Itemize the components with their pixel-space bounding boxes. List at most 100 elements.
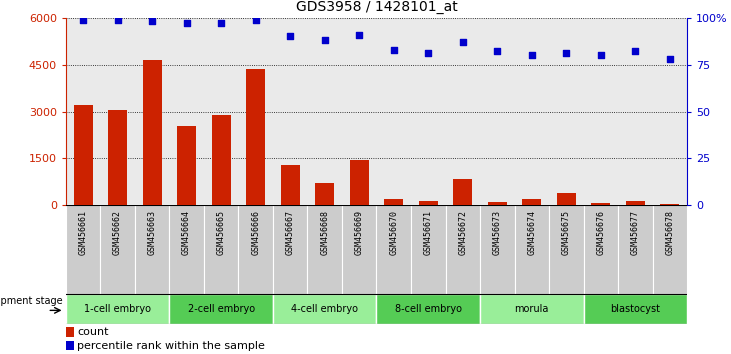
Bar bbox=[445, 18, 480, 205]
Bar bbox=[170, 18, 204, 205]
Bar bbox=[170, 205, 204, 294]
Point bbox=[319, 38, 330, 43]
Text: GSM456669: GSM456669 bbox=[355, 210, 364, 255]
Text: 4-cell embryo: 4-cell embryo bbox=[291, 304, 358, 314]
Bar bbox=[583, 294, 687, 324]
Bar bbox=[238, 205, 273, 294]
Text: development stage: development stage bbox=[0, 296, 62, 306]
Text: GSM456666: GSM456666 bbox=[251, 210, 260, 255]
Bar bbox=[411, 205, 445, 294]
Point bbox=[250, 17, 262, 22]
Text: GSM456671: GSM456671 bbox=[424, 210, 433, 255]
Title: GDS3958 / 1428101_at: GDS3958 / 1428101_at bbox=[295, 0, 458, 14]
Bar bbox=[66, 18, 100, 205]
Bar bbox=[308, 205, 342, 294]
Point bbox=[526, 52, 538, 58]
Point bbox=[457, 39, 469, 45]
Text: GSM456662: GSM456662 bbox=[113, 210, 122, 255]
Bar bbox=[549, 18, 583, 205]
Bar bbox=[204, 205, 238, 294]
Text: GSM456667: GSM456667 bbox=[286, 210, 295, 255]
Bar bbox=[100, 205, 135, 294]
Bar bbox=[342, 18, 376, 205]
Bar bbox=[281, 165, 300, 205]
Bar bbox=[170, 294, 273, 324]
Point bbox=[423, 51, 434, 56]
Bar bbox=[342, 205, 376, 294]
Text: 8-cell embryo: 8-cell embryo bbox=[395, 304, 462, 314]
Bar bbox=[480, 294, 583, 324]
Bar bbox=[376, 294, 480, 324]
Bar bbox=[488, 201, 507, 205]
Bar bbox=[557, 193, 576, 205]
Bar bbox=[135, 18, 170, 205]
Point bbox=[491, 48, 503, 54]
Bar bbox=[246, 69, 265, 205]
Bar bbox=[238, 18, 273, 205]
Point bbox=[284, 34, 296, 39]
Bar bbox=[618, 18, 653, 205]
Point bbox=[353, 32, 365, 38]
Text: 1-cell embryo: 1-cell embryo bbox=[84, 304, 151, 314]
Bar bbox=[515, 18, 549, 205]
Text: 2-cell embryo: 2-cell embryo bbox=[188, 304, 254, 314]
Text: GSM456676: GSM456676 bbox=[596, 210, 605, 255]
Point bbox=[629, 48, 641, 54]
Bar bbox=[273, 205, 308, 294]
Bar bbox=[66, 327, 74, 337]
Bar bbox=[135, 205, 170, 294]
Bar bbox=[376, 18, 411, 205]
Bar bbox=[204, 18, 238, 205]
Text: percentile rank within the sample: percentile rank within the sample bbox=[77, 341, 265, 350]
Bar bbox=[349, 160, 368, 205]
Bar bbox=[653, 18, 687, 205]
Bar bbox=[308, 18, 342, 205]
Bar bbox=[212, 115, 230, 205]
Bar bbox=[419, 201, 438, 205]
Bar bbox=[480, 205, 515, 294]
Text: GSM456663: GSM456663 bbox=[148, 210, 156, 255]
Bar bbox=[315, 183, 334, 205]
Point bbox=[112, 17, 124, 22]
Point bbox=[664, 56, 675, 62]
Bar bbox=[143, 60, 162, 205]
Bar bbox=[177, 126, 196, 205]
Point bbox=[146, 19, 158, 24]
Point bbox=[388, 47, 400, 52]
Text: GSM456675: GSM456675 bbox=[562, 210, 571, 255]
Text: GSM456673: GSM456673 bbox=[493, 210, 501, 255]
Bar bbox=[453, 179, 472, 205]
Text: GSM456672: GSM456672 bbox=[458, 210, 467, 255]
Bar bbox=[523, 199, 541, 205]
Text: GSM456665: GSM456665 bbox=[216, 210, 226, 255]
Bar bbox=[618, 205, 653, 294]
Text: blastocyst: blastocyst bbox=[610, 304, 660, 314]
Text: GSM456674: GSM456674 bbox=[527, 210, 537, 255]
Text: GSM456677: GSM456677 bbox=[631, 210, 640, 255]
Bar bbox=[66, 294, 170, 324]
Bar bbox=[100, 18, 135, 205]
Point bbox=[77, 17, 89, 22]
Bar bbox=[273, 18, 308, 205]
Bar bbox=[445, 205, 480, 294]
Bar bbox=[108, 110, 127, 205]
Bar bbox=[549, 205, 583, 294]
Bar bbox=[376, 205, 411, 294]
Bar bbox=[66, 205, 100, 294]
Text: GSM456678: GSM456678 bbox=[665, 210, 675, 255]
Point bbox=[215, 21, 227, 26]
Text: GSM456661: GSM456661 bbox=[78, 210, 88, 255]
Bar bbox=[66, 341, 74, 350]
Bar bbox=[653, 205, 687, 294]
Bar bbox=[515, 205, 549, 294]
Text: GSM456668: GSM456668 bbox=[320, 210, 329, 255]
Bar bbox=[583, 18, 618, 205]
Bar bbox=[385, 199, 404, 205]
Point bbox=[561, 51, 572, 56]
Point bbox=[181, 21, 192, 26]
Bar bbox=[74, 105, 93, 205]
Text: morula: morula bbox=[515, 304, 549, 314]
Bar bbox=[591, 203, 610, 205]
Bar bbox=[273, 294, 376, 324]
Bar bbox=[660, 204, 679, 205]
